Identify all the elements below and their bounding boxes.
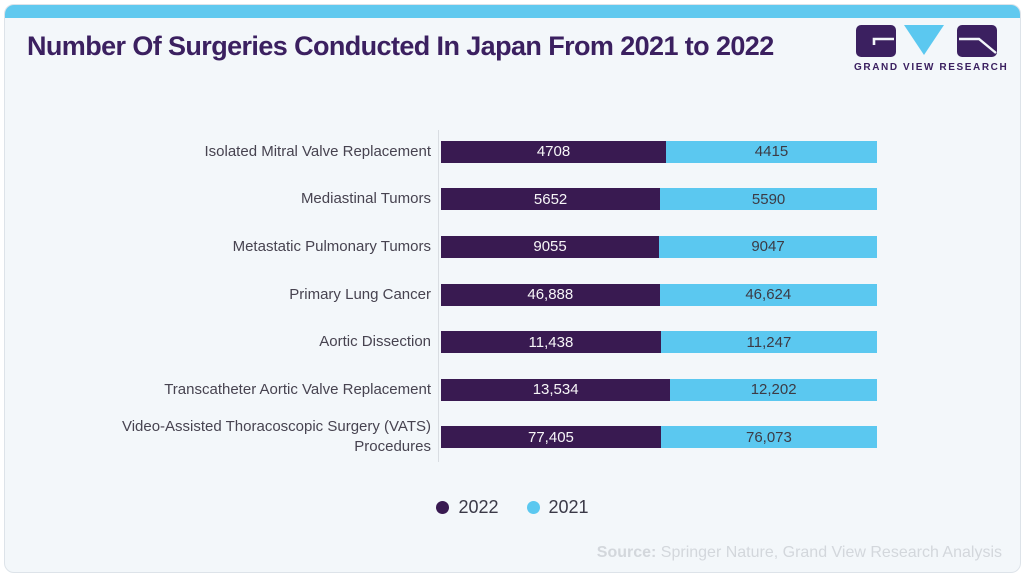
bar-group: 77,405 76,073 <box>441 426 877 449</box>
chart-row: Transcatheter Aortic Valve Replacement 13… <box>5 366 1020 414</box>
chart-rows: Isolated Mitral Valve Replacement 4708 441… <box>5 128 1020 461</box>
chart-row: Metastatic Pulmonary Tumors 9055 9047 <box>5 223 1020 271</box>
bar-group: 4708 4415 <box>441 140 877 163</box>
category-label: Mediastinal Tumors <box>300 190 431 208</box>
category-label: Video-Assisted Thoracoscopic Surgery (VA… <box>121 418 431 456</box>
legend-label-2022: 2022 <box>458 497 499 517</box>
source-note: Source: Springer Nature, Grand View Rese… <box>597 544 1002 562</box>
bar-group: 13,534 12,202 <box>441 378 877 401</box>
bar-segment-2022: 4708 <box>441 140 666 163</box>
gvr-logo-text: GRAND VIEW RESEARCH <box>854 62 1009 73</box>
axis-line <box>438 130 439 462</box>
category-label: Transcatheter Aortic Valve Replacement <box>164 380 431 398</box>
chart-card: Number Of Surgeries Conducted In Japan F… <box>4 4 1021 573</box>
chart-row: Mediastinal Tumors 5652 5590 <box>5 176 1020 224</box>
bar-segment-2021: 12,202 <box>670 378 877 401</box>
bar-segment-2021: 46,624 <box>659 283 877 306</box>
chart-row: Video-Assisted Thoracoscopic Surgery (VA… <box>5 414 1020 462</box>
bar-segment-2021: 5590 <box>660 188 877 211</box>
bar-segment-2021: 4415 <box>666 140 877 163</box>
bar-group: 5652 5590 <box>441 188 877 211</box>
bar-group: 46,888 46,624 <box>441 283 877 306</box>
legend-dot-2022 <box>436 501 450 514</box>
category-label: Primary Lung Cancer <box>289 285 431 303</box>
chart-row: Primary Lung Cancer 46,888 46,624 <box>5 271 1020 319</box>
accent-topbar <box>5 5 1020 18</box>
bar-segment-2021: 11,247 <box>660 331 877 354</box>
legend: 2022 2021 <box>5 497 1020 518</box>
bar-segment-2022: 77,405 <box>441 426 661 449</box>
bar-group: 11,438 11,247 <box>441 331 877 354</box>
bar-segment-2022: 9055 <box>441 235 660 258</box>
bar-segment-2022: 13,534 <box>441 378 671 401</box>
category-label: Aortic Dissection <box>319 333 431 351</box>
bar-chart: Isolated Mitral Valve Replacement 4708 441… <box>5 128 1020 462</box>
source-label: Source: <box>596 544 657 561</box>
category-label: Isolated Mitral Valve Replacement <box>204 142 432 160</box>
bar-segment-2022: 11,438 <box>441 331 661 354</box>
legend-label-2021: 2021 <box>548 497 589 517</box>
legend-item-2021: 2021 <box>526 497 589 518</box>
bar-group: 9055 9047 <box>441 235 877 258</box>
bar-segment-2021: 76,073 <box>660 426 877 449</box>
bar-segment-2022: 46,888 <box>441 283 660 306</box>
page-title: Number Of Surgeries Conducted In Japan F… <box>27 31 774 61</box>
gvr-logo-icon <box>856 25 997 57</box>
bar-segment-2021: 9047 <box>659 235 877 258</box>
legend-item-2022: 2022 <box>436 497 499 518</box>
bar-segment-2022: 5652 <box>441 188 661 211</box>
chart-row: Aortic Dissection 11,438 11,247 <box>5 318 1020 366</box>
category-label: Metastatic Pulmonary Tumors <box>232 237 431 255</box>
gvr-logo: GRAND VIEW RESEARCH <box>854 25 1009 73</box>
chart-row: Isolated Mitral Valve Replacement 4708 441… <box>5 128 1020 176</box>
legend-dot-2021 <box>526 501 540 514</box>
source-text: Springer Nature, Grand View Research Ana… <box>656 544 1002 561</box>
